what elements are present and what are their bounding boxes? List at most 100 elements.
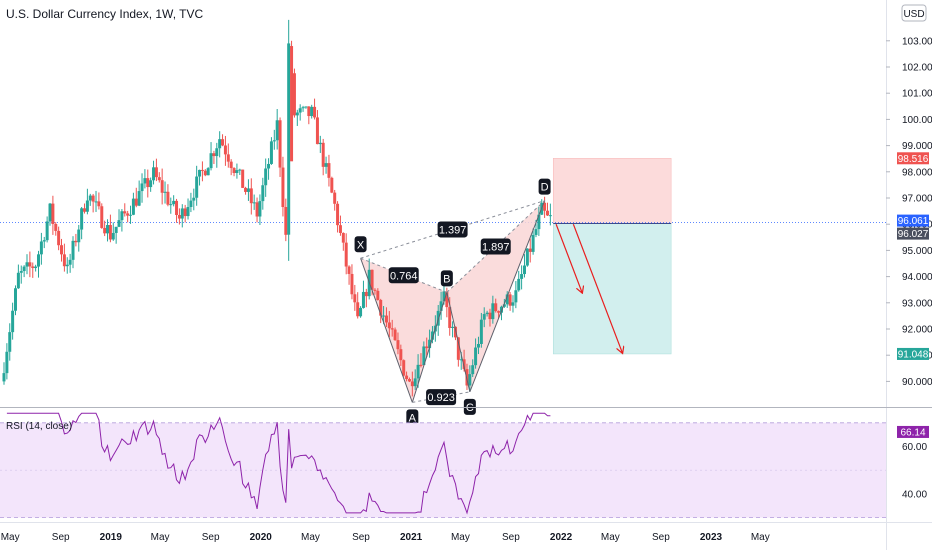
leg-xa [360, 258, 413, 403]
candle-body [62, 254, 66, 267]
candle-body [511, 302, 515, 306]
candle-body [310, 106, 314, 117]
time-tick-label: 2019 [100, 532, 123, 543]
rsi-tick-label: 60.00 [902, 442, 927, 453]
candle-body [14, 288, 18, 311]
candle-body [34, 266, 38, 269]
candle-body [364, 291, 368, 297]
harmonic-pattern[interactable] [360, 200, 545, 403]
candle-body [462, 359, 466, 370]
candle-body [548, 215, 552, 217]
candle-body [359, 307, 363, 317]
candle-body [198, 169, 202, 177]
candle-body [520, 274, 524, 279]
candle-body [451, 326, 455, 328]
time-tick-label: May [151, 532, 170, 543]
candle-body [456, 337, 460, 360]
candle-body [94, 201, 98, 203]
candle-body [330, 177, 334, 193]
candle-body [338, 225, 342, 233]
candle-body [275, 120, 279, 141]
forecast-arrow-2 [572, 223, 622, 352]
candle-body [474, 347, 478, 366]
currency-button[interactable]: USD [901, 4, 927, 22]
candle-body [186, 207, 190, 217]
time-tick-label: May [301, 532, 320, 543]
price-tick-label: 92.000 [902, 325, 932, 336]
rsi-value-tag: 66.14 [900, 427, 925, 438]
entry-price-tag: 96.027 [898, 229, 929, 240]
candle-body [68, 259, 72, 265]
candle-body [85, 200, 89, 212]
price-tick-label: 94.000 [902, 272, 932, 283]
candle-body [149, 180, 153, 188]
position-tool[interactable] [0, 158, 886, 355]
candle-body [129, 214, 133, 216]
candle-body [287, 43, 291, 235]
candle-body [413, 378, 417, 387]
candle-body [8, 332, 12, 352]
candle-body [28, 262, 32, 267]
candle-body [419, 364, 423, 366]
candle-body [244, 187, 248, 192]
ratio-label: 0.923 [427, 392, 455, 404]
rsi-pane[interactable]: 60.00 40.00 66.14 [0, 412, 929, 518]
candle-body [298, 108, 302, 113]
candle-body [154, 167, 158, 178]
candle-body [476, 343, 480, 348]
candle-body [258, 201, 262, 217]
candle-body [57, 230, 61, 246]
price-tick-label: 101.000 [902, 89, 932, 100]
candle-body [336, 203, 340, 226]
rsi-label: RSI (14, close) [6, 421, 72, 432]
candle-body [183, 208, 187, 217]
candle-body [505, 294, 509, 305]
ratio-line-ac [412, 391, 470, 403]
last-price-tag: 96.061 [898, 216, 929, 227]
candle-body [111, 232, 115, 240]
candle-body [31, 266, 35, 269]
ratio-label-bg [388, 267, 419, 284]
candle-body [543, 202, 547, 211]
time-tick-label: May [1, 532, 20, 543]
pattern-point-a: A [409, 412, 417, 424]
candle-body [453, 326, 457, 338]
candle-body [350, 273, 354, 295]
candle-body [361, 291, 365, 308]
candle-body [100, 206, 104, 228]
candle-body [272, 140, 276, 142]
candle-body [108, 225, 112, 240]
candle-body [192, 197, 196, 201]
candle-body [341, 232, 345, 243]
candle-body [261, 185, 265, 202]
candle-body [140, 183, 144, 192]
ratio-label-bg [480, 238, 511, 255]
entry-price-tag-bg [897, 227, 929, 240]
candle-body [517, 278, 521, 291]
currency-button-frame[interactable] [901, 4, 927, 22]
candle-body [376, 290, 380, 300]
rsi-value-tag-bg [897, 425, 929, 438]
candle-body [290, 46, 294, 162]
pattern-triangle-xab[interactable] [360, 258, 447, 403]
candle-body [301, 107, 305, 109]
pattern-triangle-bcd[interactable] [446, 200, 545, 392]
candle-body [448, 307, 452, 328]
candle-body [203, 170, 207, 176]
pattern-point-label-bg [354, 236, 367, 253]
stop-loss-zone[interactable] [552, 158, 672, 224]
candle-body [218, 139, 222, 149]
candle-body [292, 73, 296, 116]
candle-body [508, 294, 512, 306]
currency-label[interactable]: USD [903, 9, 924, 20]
candle-body [209, 153, 213, 169]
time-tick-label: 2022 [550, 532, 573, 543]
time-tick-label: May [751, 532, 770, 543]
take-profit-zone[interactable] [552, 223, 672, 355]
candle-body [384, 315, 388, 323]
candle-body [347, 266, 351, 274]
candle-body [177, 214, 181, 219]
